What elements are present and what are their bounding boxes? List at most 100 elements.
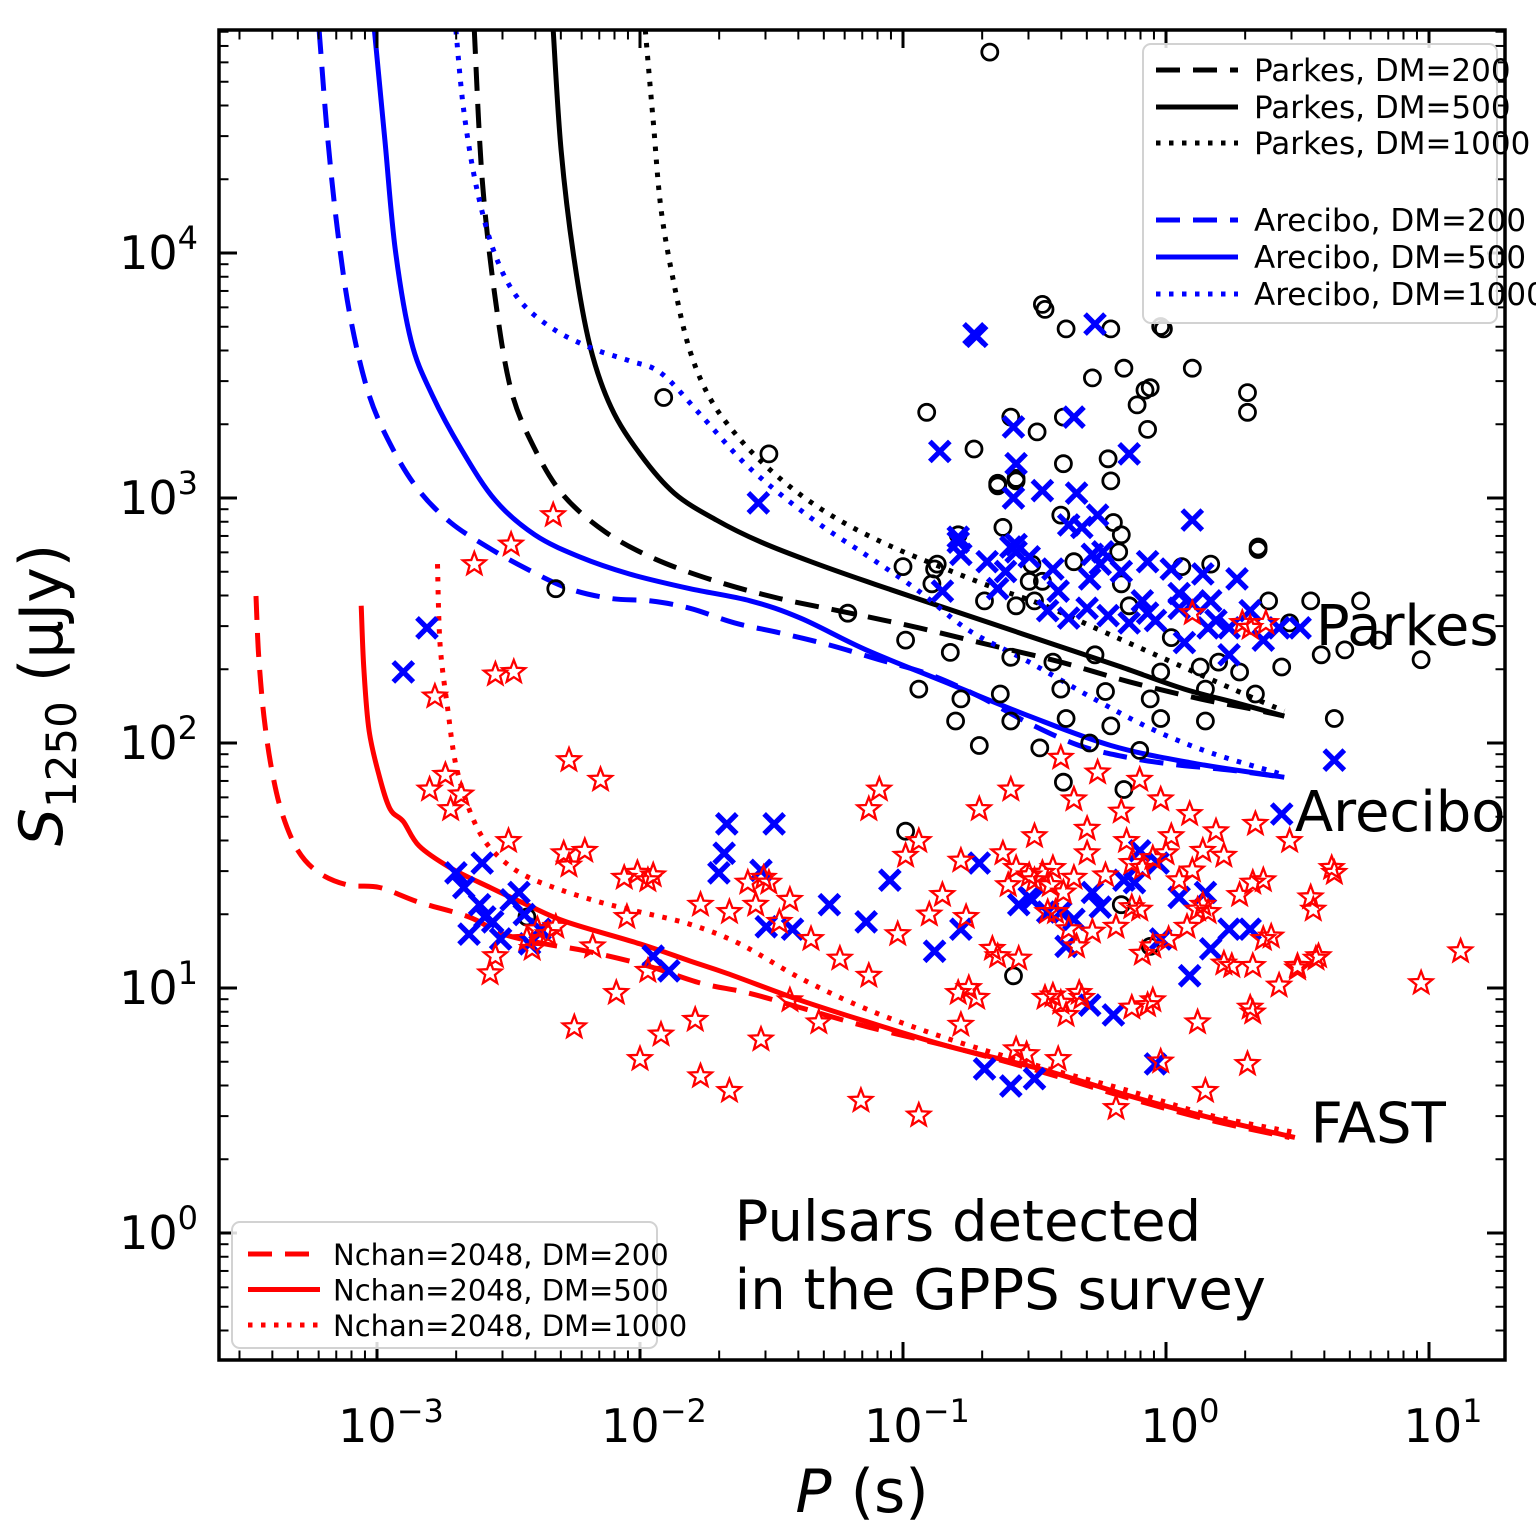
data-point-cross [854,910,879,934]
data-point-star [1127,938,1157,967]
data-point-circle [1151,709,1171,728]
legend-label: Nchan=2048, DM=500 [333,1274,669,1308]
data-point-star [1154,923,1184,952]
data-point-star [1043,1043,1073,1072]
data-point-cross [998,1074,1023,1098]
data-point-circle [1054,772,1073,792]
data-point-star [1020,864,1049,893]
y-tick-label-1e4: 104 [119,219,198,280]
data-point-cross [1006,892,1031,917]
data-point-cross [1288,616,1312,640]
data-point-star [1138,985,1168,1013]
data-point-circle [1006,468,1026,488]
data-point-cross [657,959,681,983]
data-point-star [1112,825,1142,854]
data-point-star [1035,869,1065,898]
data-point-cross [1041,557,1065,581]
data-point-star [1264,970,1294,998]
data-point-cross [470,851,495,875]
data-point-star [1151,838,1181,866]
data-point-cross [817,892,842,917]
data-point-cross [1035,598,1060,623]
data-point-star [891,840,921,869]
data-point-cross [1198,936,1223,961]
data-point-circle [1025,591,1044,611]
data-point-circle [1001,647,1021,667]
data-point-cross [391,660,416,684]
data-point-cross [1001,415,1026,439]
y-axis-label: S1250 (μJy) [7,544,86,846]
data-point-star [494,825,523,854]
data-point-circle [1030,738,1050,758]
annotation-arecibo: Arecibo [1295,780,1506,845]
data-point-star [1172,911,1202,940]
data-point-star [962,982,992,1011]
data-point-star [1248,923,1278,952]
data-point-star [1001,852,1031,881]
y-tick-label-1e2: 102 [119,709,198,770]
legend-label: Nchan=2048, DM=1000 [333,1309,687,1343]
data-point-circle [1101,716,1121,736]
data-point-cross [993,559,1018,584]
data-point-circle [1043,652,1063,672]
data-point-star [1059,862,1089,891]
data-point-star [1051,999,1081,1028]
data-point-cross [1117,442,1142,466]
data-point-cross [1075,596,1099,621]
data-point-star [430,759,460,788]
data-point-circle [1248,537,1268,557]
data-point-cross [1056,606,1081,630]
data-point-circle [940,643,960,662]
data-point-star [854,793,884,822]
data-point-circle [946,711,965,731]
data-point-circle [1140,378,1160,398]
data-point-cross [1046,579,1071,603]
data-point-circle [1096,682,1115,701]
data-point-circle [1111,574,1131,594]
data-point-circle [1051,505,1071,525]
data-point-cross [1177,963,1202,988]
data-point-star [1059,784,1089,812]
data-point-cross [975,549,999,574]
data-point-cross [1269,802,1294,826]
data-point-cross [415,616,439,640]
data-point-circle [988,473,1008,493]
data-point-star [475,958,505,986]
data-point-circle [759,444,779,464]
annotation-fast: FAST [1311,1091,1447,1156]
data-point-cross [927,439,952,464]
data-point-star [746,1024,776,1052]
data-point-star [754,867,784,896]
data-point-star [1406,967,1436,996]
data-point-star [633,955,663,984]
data-point-star [554,744,584,773]
data-point-star [1235,992,1265,1020]
scatter-points [391,42,1476,1128]
curve-fast-dm500 [358,605,1296,1140]
data-point-cross [1083,312,1107,336]
legend-label: Parkes, DM=500 [1254,90,1511,126]
data-point-star [904,825,934,854]
data-point-star [1319,857,1349,886]
data-point-circle [1196,711,1215,731]
data-point-circle [980,42,1000,62]
data-point-circle [1411,650,1431,670]
data-point-cross [1130,589,1155,613]
data-point-star [578,931,608,959]
data-point-circle [1301,591,1321,611]
data-point-circle [1238,402,1257,422]
data-point-star [1238,950,1268,979]
data-point-star [686,1060,715,1089]
data-point-star [541,911,571,940]
data-point-star [983,940,1013,969]
data-point-star [559,1011,589,1040]
data-point-star [1101,1092,1131,1121]
data-point-circle [1369,630,1389,650]
data-point-star [1275,825,1305,854]
data-point-cross [1135,549,1160,574]
data-point-star [996,774,1026,802]
data-point-star [977,933,1007,962]
